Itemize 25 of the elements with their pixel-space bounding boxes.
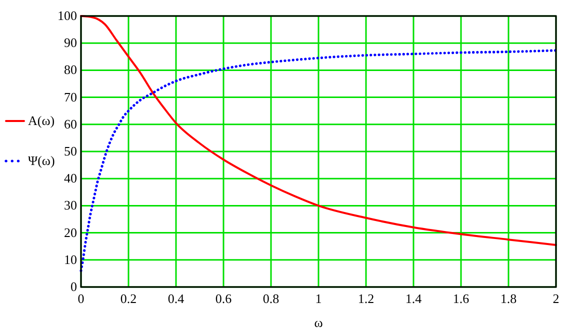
y-tick-label: 0 <box>70 279 77 294</box>
y-tick-label: 40 <box>64 170 77 186</box>
legend-label: Ψ(ω) <box>28 153 55 168</box>
x-tick-label: 0.6 <box>215 291 232 306</box>
y-tick-label: 30 <box>64 198 77 213</box>
x-tick-label: 1.6 <box>452 291 470 306</box>
x-tick-label: 1 <box>315 291 322 306</box>
legend-label: A(ω) <box>28 113 55 128</box>
y-tick-label: 60 <box>64 116 77 132</box>
y-tick-label: 90 <box>64 35 77 50</box>
x-tick-label: 0.8 <box>262 291 280 306</box>
y-tick-label: 100 <box>58 8 77 23</box>
x-tick-label: 1.4 <box>405 291 422 306</box>
y-tick-label: 10 <box>64 252 77 267</box>
x-tick-label: 1.2 <box>358 291 374 306</box>
y-tick-label: 70 <box>64 89 77 104</box>
x-tick-label: 1.8 <box>500 291 517 306</box>
x-axis-title: ω <box>314 315 324 330</box>
line-series <box>80 49 558 272</box>
y-tick-label: 20 <box>64 224 77 240</box>
x-tick-label: 0.4 <box>168 291 185 306</box>
x-tick-label: 2 <box>552 291 560 306</box>
x-tick-label: 0.2 <box>120 291 137 306</box>
y-tick-label: 50 <box>64 144 77 158</box>
y-tick-label: 80 <box>64 62 77 78</box>
